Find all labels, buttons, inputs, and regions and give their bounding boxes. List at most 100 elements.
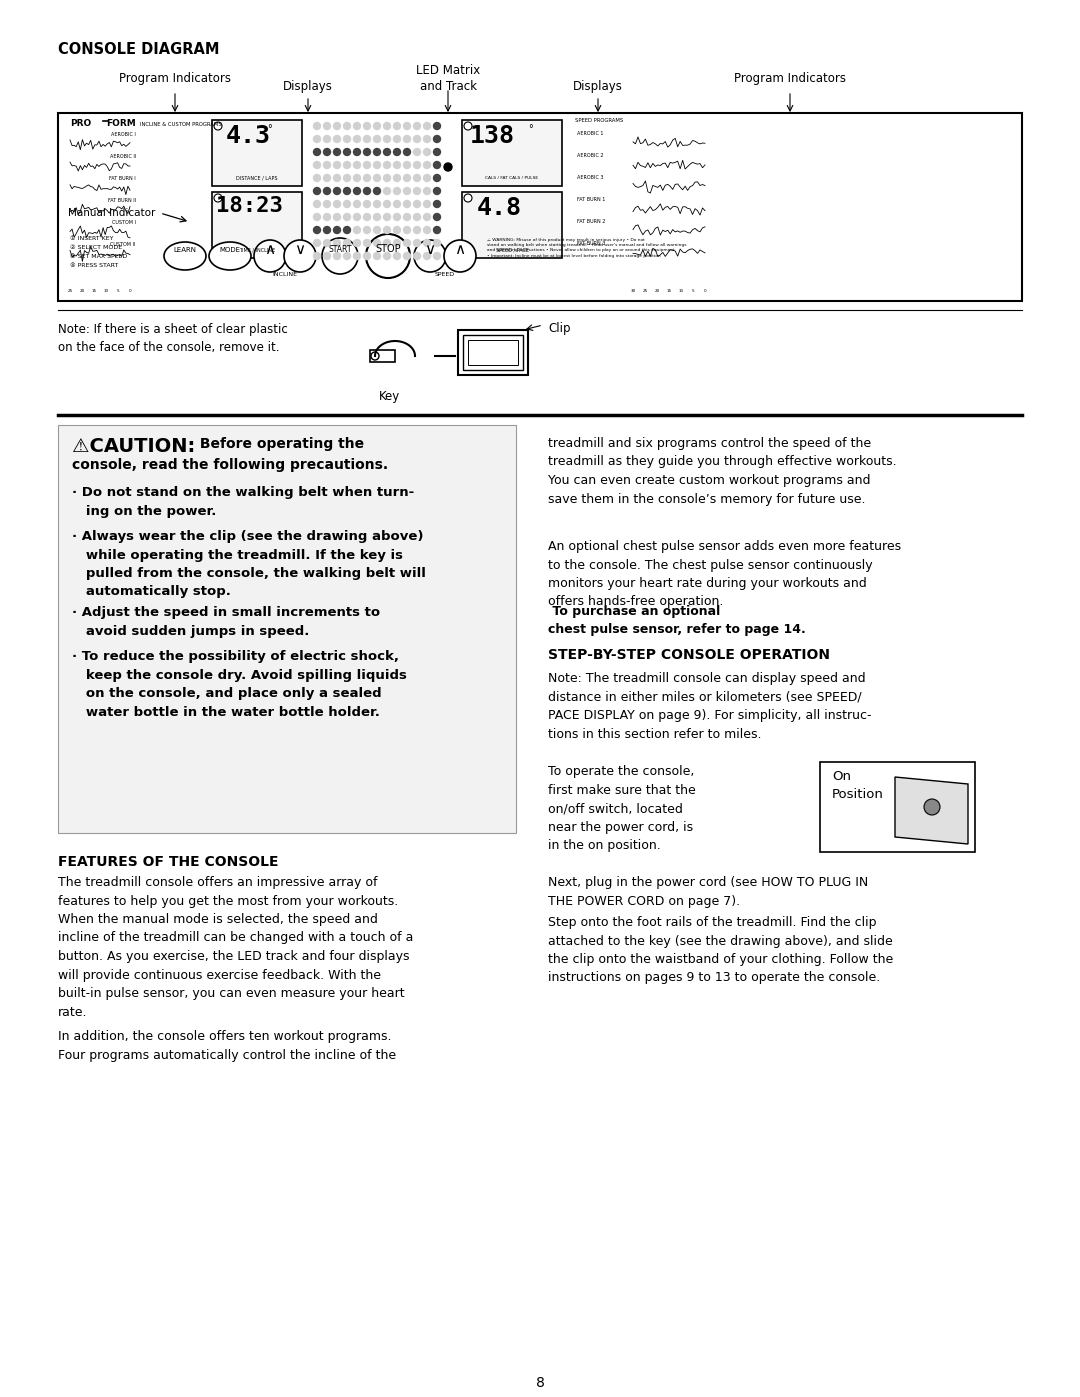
- Circle shape: [383, 226, 391, 233]
- Circle shape: [404, 239, 410, 246]
- Bar: [468, 339, 518, 365]
- Text: Program Indicators: Program Indicators: [734, 73, 846, 85]
- Circle shape: [343, 175, 351, 182]
- Circle shape: [464, 122, 472, 130]
- Circle shape: [364, 187, 370, 194]
- Circle shape: [284, 240, 316, 272]
- Bar: [212, 120, 302, 186]
- Circle shape: [374, 226, 380, 233]
- Circle shape: [254, 240, 286, 272]
- Circle shape: [414, 226, 420, 233]
- Circle shape: [343, 136, 351, 142]
- Text: 30: 30: [631, 289, 636, 293]
- Text: FORM: FORM: [106, 119, 136, 129]
- Text: 4.8: 4.8: [477, 196, 522, 219]
- Circle shape: [423, 187, 431, 194]
- Text: LEARN: LEARN: [174, 247, 197, 253]
- Text: To purchase an optional
chest pulse sensor, refer to page 14.: To purchase an optional chest pulse sens…: [548, 605, 806, 637]
- Bar: [212, 191, 302, 258]
- Circle shape: [313, 253, 321, 260]
- Text: ① INSERT KEY: ① INSERT KEY: [70, 236, 113, 242]
- Circle shape: [364, 253, 370, 260]
- Circle shape: [423, 214, 431, 221]
- Text: ∨: ∨: [295, 242, 306, 257]
- Circle shape: [364, 239, 370, 246]
- Circle shape: [334, 187, 340, 194]
- Text: STEP-BY-STEP CONSOLE OPERATION: STEP-BY-STEP CONSOLE OPERATION: [548, 648, 831, 662]
- Circle shape: [353, 175, 361, 182]
- Circle shape: [353, 226, 361, 233]
- Text: INCLINE: INCLINE: [272, 272, 297, 277]
- Text: °: °: [528, 124, 532, 134]
- Circle shape: [423, 226, 431, 233]
- Text: 0: 0: [704, 289, 706, 293]
- Text: In addition, the console offers ten workout programs.
Four programs automaticall: In addition, the console offers ten work…: [58, 1030, 396, 1062]
- Circle shape: [324, 162, 330, 169]
- Circle shape: [383, 253, 391, 260]
- Text: 18:23: 18:23: [216, 196, 283, 217]
- Circle shape: [433, 123, 441, 130]
- Circle shape: [464, 194, 472, 203]
- Text: AEROBIC 3: AEROBIC 3: [577, 175, 604, 180]
- Circle shape: [404, 148, 410, 155]
- Text: FAT BURN 1: FAT BURN 1: [577, 197, 606, 203]
- Circle shape: [353, 239, 361, 246]
- Text: FAT BURN II: FAT BURN II: [108, 198, 136, 203]
- Circle shape: [393, 123, 401, 130]
- Circle shape: [393, 148, 401, 155]
- Text: FAT BURN I: FAT BURN I: [109, 176, 136, 182]
- Circle shape: [334, 214, 340, 221]
- Circle shape: [374, 201, 380, 208]
- Ellipse shape: [164, 242, 206, 270]
- Bar: [820, 761, 975, 852]
- Circle shape: [324, 214, 330, 221]
- Text: AEROBIC I: AEROBIC I: [111, 131, 136, 137]
- Text: AEROBIC II: AEROBIC II: [110, 154, 136, 159]
- Circle shape: [393, 187, 401, 194]
- Circle shape: [343, 187, 351, 194]
- Circle shape: [393, 162, 401, 169]
- Text: To operate the console,
first make sure that the
on/off switch, located
near the: To operate the console, first make sure …: [548, 766, 696, 852]
- Circle shape: [393, 136, 401, 142]
- Circle shape: [364, 175, 370, 182]
- Circle shape: [334, 148, 340, 155]
- Circle shape: [334, 136, 340, 142]
- Text: CALS / FAT CALS / PULSE: CALS / FAT CALS / PULSE: [485, 176, 539, 180]
- Circle shape: [334, 123, 340, 130]
- Circle shape: [393, 175, 401, 182]
- Circle shape: [313, 214, 321, 221]
- Circle shape: [414, 148, 420, 155]
- Text: DISTANCE / LAPS: DISTANCE / LAPS: [237, 176, 278, 182]
- Circle shape: [313, 239, 321, 246]
- Circle shape: [343, 253, 351, 260]
- Circle shape: [343, 123, 351, 130]
- Circle shape: [372, 352, 379, 360]
- Circle shape: [374, 187, 380, 194]
- Ellipse shape: [210, 242, 251, 270]
- Circle shape: [334, 175, 340, 182]
- Bar: [58, 425, 516, 833]
- Text: SPEED: SPEED: [435, 272, 455, 277]
- Text: Manual Indicator: Manual Indicator: [68, 208, 156, 218]
- Circle shape: [404, 123, 410, 130]
- Circle shape: [433, 187, 441, 194]
- Text: 10: 10: [104, 289, 109, 293]
- Text: CUSTOM I: CUSTOM I: [112, 219, 136, 225]
- Text: CUSTOM II: CUSTOM II: [110, 242, 136, 247]
- Text: CONSOLE DIAGRAM: CONSOLE DIAGRAM: [58, 42, 219, 57]
- Text: ② SELECT MODE: ② SELECT MODE: [70, 244, 122, 250]
- Circle shape: [414, 136, 420, 142]
- Circle shape: [383, 239, 391, 246]
- Bar: [58, 113, 1022, 300]
- Circle shape: [343, 162, 351, 169]
- Bar: [370, 351, 395, 362]
- Circle shape: [404, 201, 410, 208]
- Circle shape: [433, 148, 441, 155]
- Circle shape: [423, 148, 431, 155]
- Circle shape: [374, 123, 380, 130]
- Circle shape: [313, 201, 321, 208]
- Text: · Do not stand on the walking belt when turn-
   ing on the power.: · Do not stand on the walking belt when …: [72, 486, 415, 517]
- Text: 0: 0: [129, 289, 132, 293]
- Text: SPEED PROGRAMS: SPEED PROGRAMS: [575, 117, 623, 123]
- Circle shape: [433, 175, 441, 182]
